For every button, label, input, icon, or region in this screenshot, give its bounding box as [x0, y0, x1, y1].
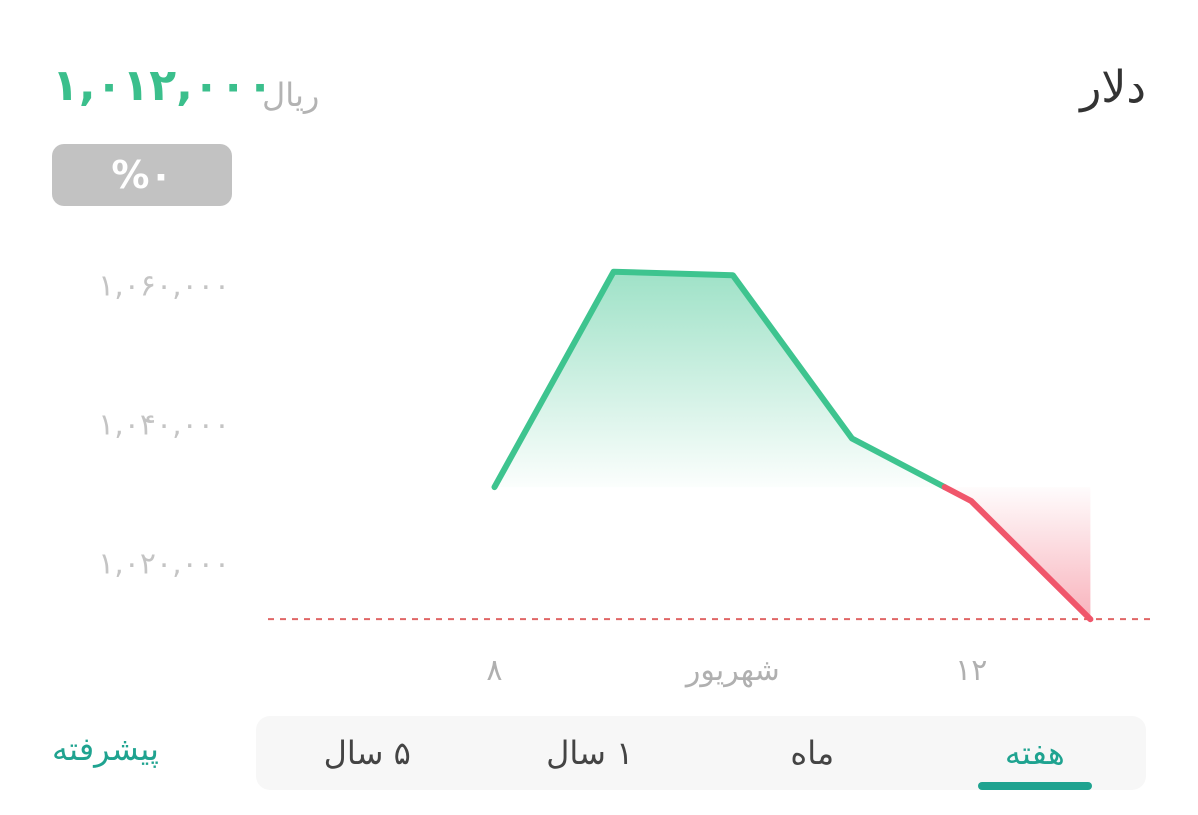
- data-point: [730, 272, 736, 278]
- advanced-link[interactable]: پیشرفته: [52, 730, 159, 768]
- y-tick-label: ۱,۰۲۰,۰۰۰: [98, 547, 230, 582]
- range-tabs: هفته ماه ۱ سال ۵ سال: [256, 716, 1146, 790]
- x-tick-label: شهریور: [684, 653, 780, 688]
- data-point: [1087, 616, 1093, 622]
- series-line-down: [941, 484, 1094, 623]
- y-tick-label: ۱,۰۶۰,۰۰۰: [98, 269, 230, 304]
- area-down: [944, 487, 1091, 620]
- tab-year[interactable]: ۱ سال: [546, 734, 634, 772]
- current-price: ۱,۰۱۲,۰۰۰: [52, 60, 274, 111]
- data-point: [611, 269, 617, 275]
- x-tick-label: ۸: [486, 653, 502, 688]
- data-point: [968, 498, 974, 504]
- data-point: [849, 435, 855, 441]
- area-up: [494, 271, 945, 488]
- currency-unit: ریال: [262, 76, 320, 114]
- data-point: [491, 484, 497, 490]
- tab-month[interactable]: ماه: [790, 734, 835, 772]
- change-badge: %۰: [52, 144, 232, 206]
- series-line-up: [491, 268, 948, 491]
- tab-week[interactable]: هفته: [924, 716, 1147, 790]
- price-chart: ۱,۰۶۰,۰۰۰ ۱,۰۴۰,۰۰۰ ۱,۰۲۰,۰۰۰ ۸ شهریور ۱۲: [98, 268, 1150, 688]
- x-tick-label: ۱۲: [955, 653, 987, 688]
- y-tick-label: ۱,۰۴۰,۰۰۰: [98, 408, 230, 443]
- tab-five-years[interactable]: ۵ سال: [323, 734, 411, 772]
- currency-title: دلار: [1080, 62, 1146, 113]
